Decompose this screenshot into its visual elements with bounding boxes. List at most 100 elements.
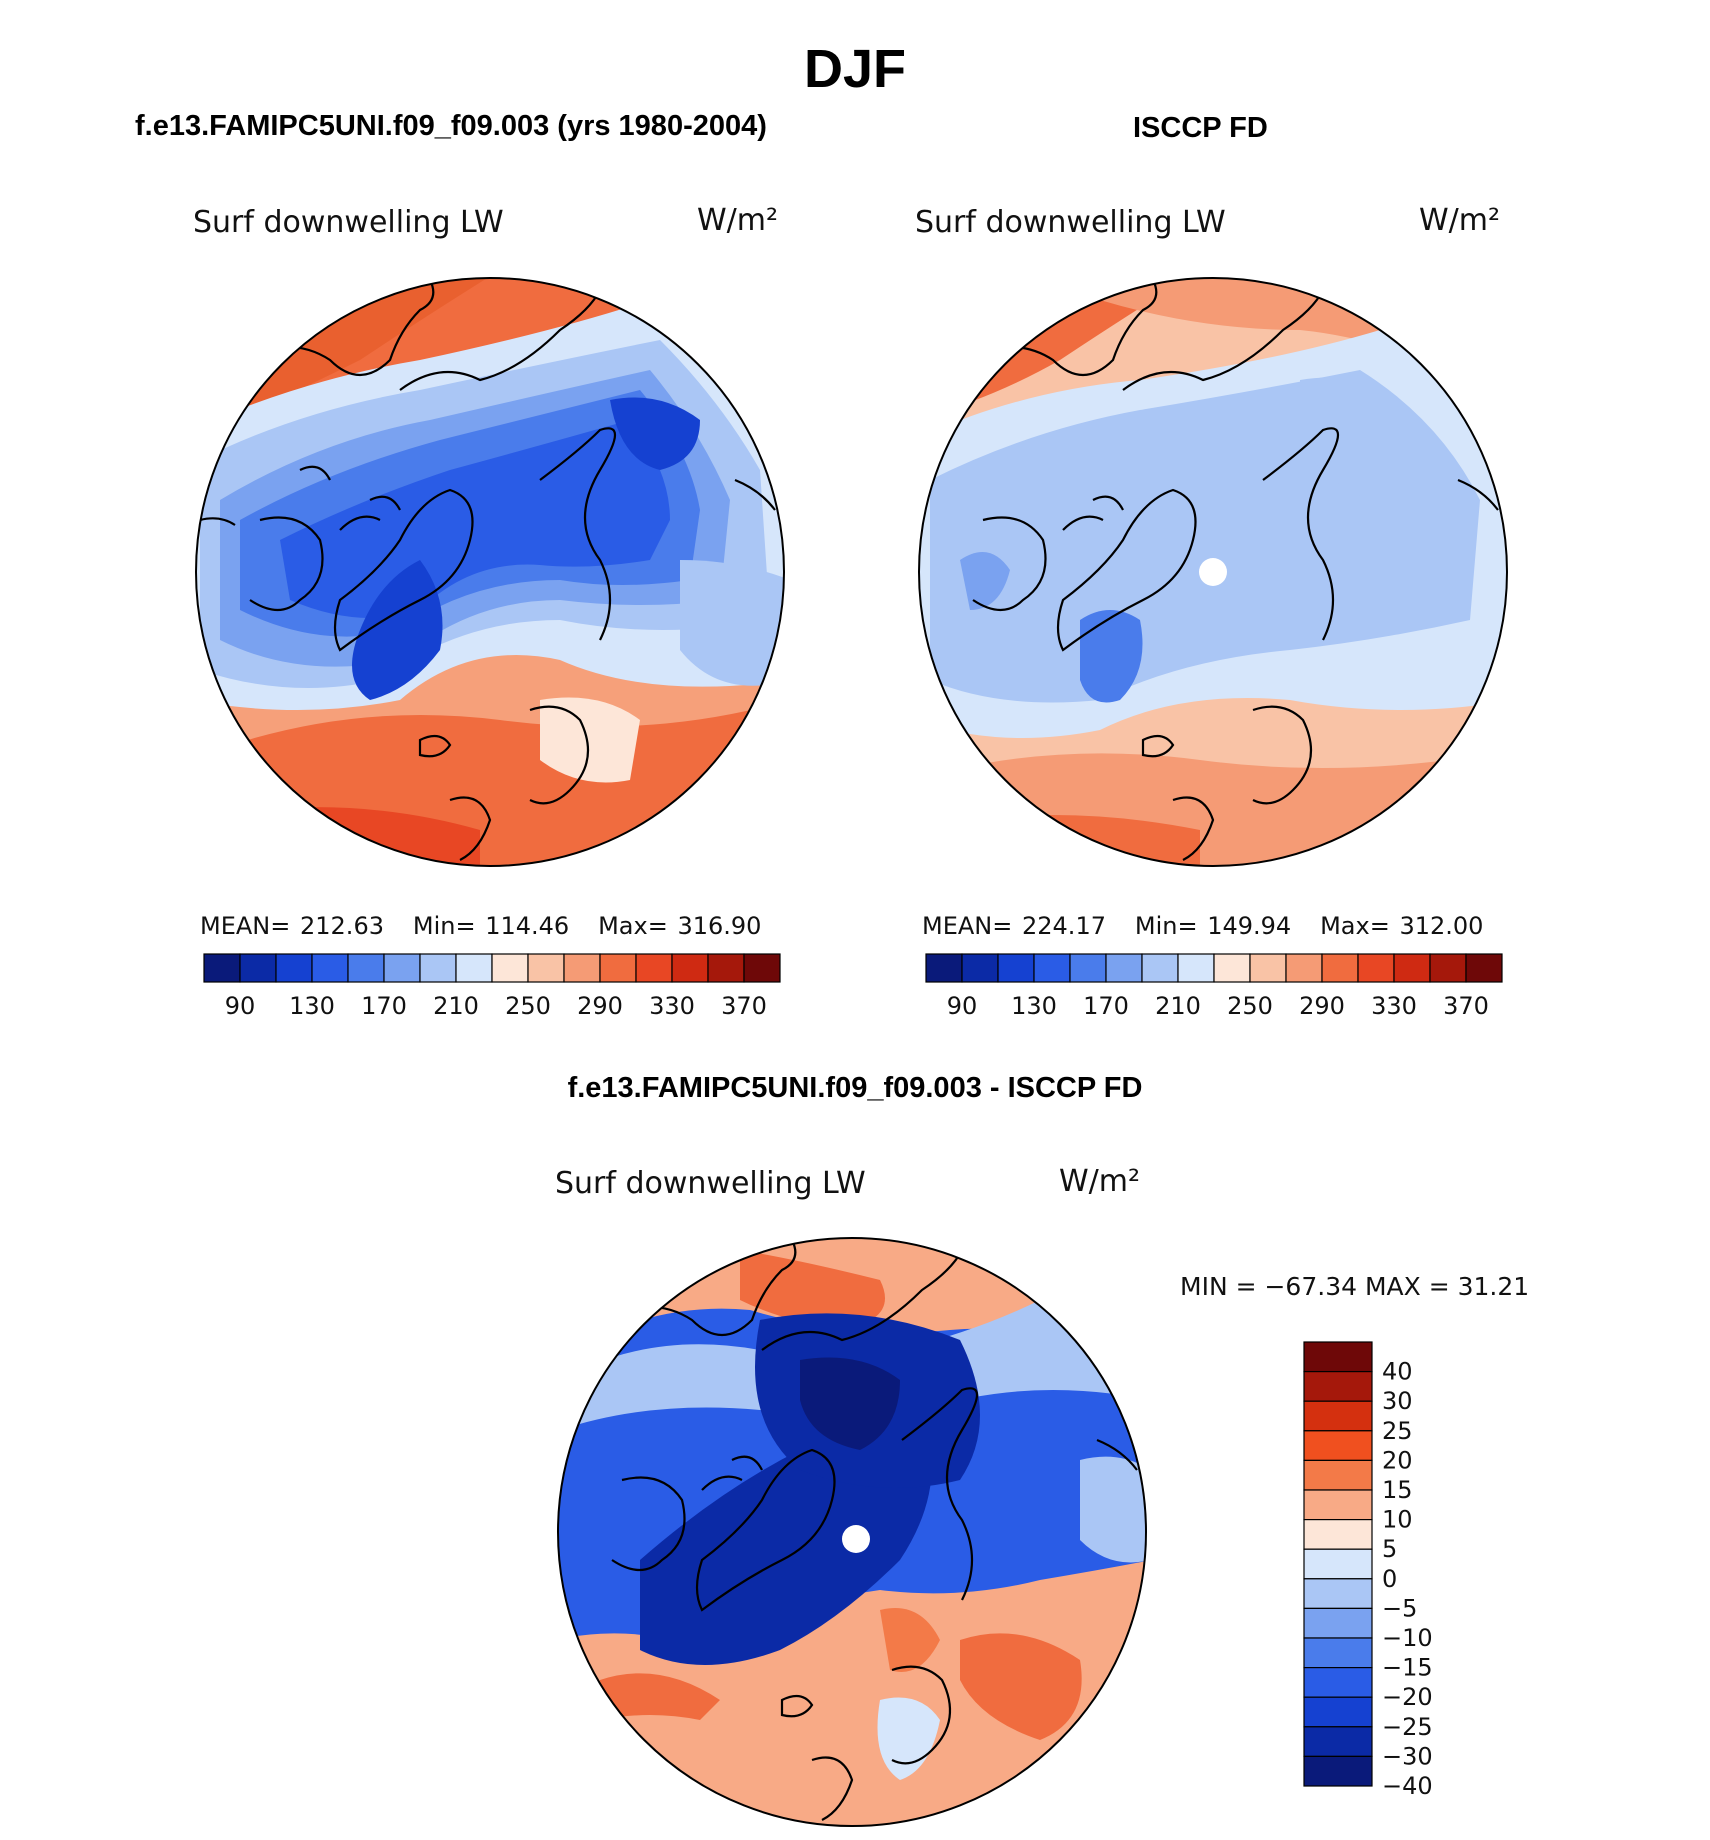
colorbar-swatch (203, 953, 241, 983)
colorbar-swatch (1303, 1726, 1373, 1757)
colorbar-tick-label: 90 (947, 992, 978, 1020)
colorbar-swatch (491, 953, 529, 983)
colorbar-tick-label: 40 (1382, 1358, 1413, 1386)
colorbar-tick-label: 30 (1382, 1387, 1413, 1415)
colorbar-swatch (1285, 953, 1323, 983)
colorbar-tick-label: −10 (1382, 1624, 1433, 1652)
colorbar-swatch (1303, 1637, 1373, 1669)
colorbar-left: 90 130 170 210 250 290 330 370 (203, 953, 781, 1020)
colorbar-swatch (419, 953, 457, 983)
colorbar-swatch (997, 953, 1035, 983)
colorbar-swatch (1303, 1548, 1373, 1580)
colorbar-swatch (1303, 1430, 1373, 1462)
missing-data-pole-diff (842, 1525, 870, 1553)
colorbar-swatch (1303, 1459, 1373, 1491)
colorbar-swatch (1141, 953, 1179, 983)
colorbar-tick-label: −15 (1382, 1654, 1433, 1682)
colorbar-tick-label: −30 (1382, 1742, 1433, 1770)
colorbar-swatch (925, 953, 963, 983)
colorbar-swatch (1321, 953, 1359, 983)
colorbar-swatch (563, 953, 601, 983)
colorbar-swatch (1303, 1489, 1373, 1521)
colorbar-swatch (1303, 1341, 1373, 1373)
map-border-left (195, 277, 785, 867)
panel-right-stats: MEAN= 224.17 Min= 149.94 Max= 312.00 (922, 912, 1484, 940)
map-border-right (918, 277, 1508, 867)
colorbar-swatch (1303, 1696, 1373, 1728)
colorbar-swatch (1105, 953, 1143, 983)
colorbar-tick-label: 370 (1443, 992, 1489, 1020)
colorbar-tick-label: −20 (1382, 1683, 1433, 1711)
panel-left-variable: Surf downwelling LW (193, 205, 504, 240)
colorbar-swatch (527, 953, 565, 983)
colorbar-tick-label: 210 (1155, 992, 1201, 1020)
diff-panel-units: W/m² (1059, 1164, 1141, 1199)
colorbar-swatch (275, 953, 313, 983)
colorbar-swatch (1303, 1519, 1373, 1550)
colorbar-tick-label: 170 (1083, 992, 1129, 1020)
panel-left-stats: MEAN= 212.63 Min= 114.46 Max= 316.90 (200, 912, 762, 940)
colorbar-tick-label: 5 (1382, 1535, 1397, 1563)
map-border-diff (557, 1237, 1147, 1827)
colorbar-swatch (1393, 953, 1431, 983)
colorbar-swatch (1249, 953, 1287, 983)
colorbar-tick-label: 20 (1382, 1446, 1413, 1474)
panel-right-title: ISCCP FD (1133, 112, 1268, 144)
colorbar-tick-label: 330 (649, 992, 695, 1020)
colorbar-swatch (1357, 953, 1395, 983)
colorbar-swatch (743, 953, 781, 983)
panel-right-units: W/m² (1419, 203, 1501, 238)
polar-map-model (196, 278, 784, 866)
colorbar-swatch (455, 953, 493, 983)
diff-minmax: MIN = −67.34 MAX = 31.21 (1180, 1272, 1530, 1301)
colorbar-swatch (311, 953, 349, 983)
colorbar-right: 90 130 170 210 250 290 330 370 (925, 953, 1503, 1020)
colorbar-tick-label: 130 (1011, 992, 1057, 1020)
diff-panel-variable: Surf downwelling LW (555, 1166, 866, 1201)
panel-left-units: W/m² (697, 203, 779, 238)
page-title: DJF (803, 39, 906, 99)
colorbar-swatch (383, 953, 421, 983)
colorbar-swatch (671, 953, 709, 983)
colorbar-swatch (1177, 953, 1215, 983)
colorbar-swatch (707, 953, 745, 983)
colorbar-tick-label: 290 (1299, 992, 1345, 1020)
colorbar-tick-label: −25 (1382, 1713, 1433, 1741)
colorbar-swatch (961, 953, 999, 983)
colorbar-tick-label: 330 (1371, 992, 1417, 1020)
colorbar-tick-label: 250 (1227, 992, 1273, 1020)
colorbar-swatch (347, 953, 385, 983)
colorbar-tick-label: 25 (1382, 1417, 1413, 1445)
colorbar-tick-label: −40 (1382, 1772, 1433, 1800)
colorbar-swatch (635, 953, 673, 983)
colorbar-tick-label: 210 (433, 992, 479, 1020)
diff-panel-title: f.e13.FAMIPC5UNI.f09_f09.003 - ISCCP FD (567, 1072, 1143, 1104)
colorbar-swatch (1465, 953, 1503, 983)
colorbar-tick-label: −5 (1382, 1594, 1417, 1622)
missing-data-pole-right (1199, 558, 1227, 586)
colorbar-tick-label: 370 (721, 992, 767, 1020)
colorbar-swatch (1303, 1371, 1373, 1402)
colorbar-swatch (1303, 1400, 1373, 1432)
colorbar-swatch (1303, 1667, 1373, 1698)
panel-left-title: f.e13.FAMIPC5UNI.f09_f09.003 (yrs 1980-2… (135, 110, 767, 142)
panel-right-variable: Surf downwelling LW (915, 205, 1226, 240)
colorbar-tick-label: 250 (505, 992, 551, 1020)
colorbar-swatch (1303, 1755, 1373, 1787)
colorbar-tick-label: 290 (577, 992, 623, 1020)
colorbar-tick-label: 10 (1382, 1506, 1413, 1534)
colorbar-swatch (1303, 1578, 1373, 1610)
colorbar-tick-label: 130 (289, 992, 335, 1020)
colorbar-swatch (1033, 953, 1071, 983)
colorbar-tick-label: 15 (1382, 1476, 1413, 1504)
colorbar-tick-label: 0 (1382, 1565, 1397, 1593)
colorbar-swatch (1429, 953, 1467, 983)
colorbar-swatch (239, 953, 277, 983)
colorbar-swatch (1213, 953, 1251, 983)
colorbar-swatch (1303, 1607, 1373, 1639)
colorbar-tick-label: 170 (361, 992, 407, 1020)
colorbar-swatch (1069, 953, 1107, 983)
colorbar-swatch (599, 953, 637, 983)
